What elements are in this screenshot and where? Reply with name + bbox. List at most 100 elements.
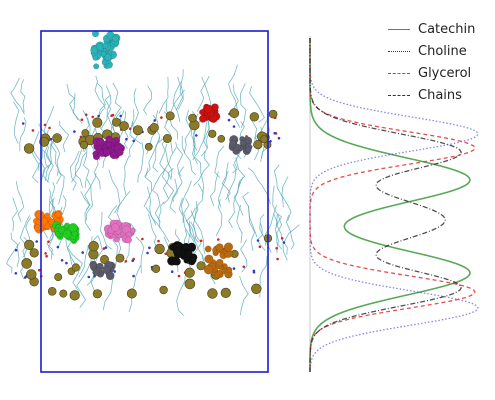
headgroup-atom bbox=[277, 136, 281, 140]
headgroup-bead bbox=[165, 111, 175, 121]
headgroup-atom bbox=[132, 139, 135, 143]
headgroup-bead bbox=[196, 261, 206, 271]
headgroup-atom bbox=[232, 267, 236, 270]
lipid-tail bbox=[193, 151, 210, 186]
lipid-tail bbox=[76, 271, 87, 308]
lipid-tail bbox=[217, 162, 229, 208]
lipid-tail bbox=[233, 176, 244, 216]
lipid-tail bbox=[221, 170, 231, 200]
headgroup-atom bbox=[87, 275, 91, 279]
headgroup-bead bbox=[184, 267, 195, 278]
headgroup-bead bbox=[260, 135, 268, 144]
headgroup-bead bbox=[88, 241, 99, 252]
lipid-tail bbox=[42, 146, 52, 183]
headgroup-atom bbox=[104, 246, 108, 249]
headgroup-atom bbox=[35, 240, 38, 243]
headgroup-atom bbox=[131, 259, 134, 263]
lipid-tail bbox=[74, 152, 87, 188]
lipid-tail bbox=[11, 197, 18, 232]
headgroup-bead bbox=[253, 140, 263, 150]
lipid-tail bbox=[66, 83, 79, 121]
lipid-tail bbox=[242, 191, 258, 238]
profile-glycerol bbox=[309, 38, 476, 372]
lipid-tail bbox=[272, 185, 283, 227]
legend-swatch bbox=[388, 94, 410, 96]
density-profile-plot bbox=[309, 36, 479, 373]
headgroup-bead bbox=[21, 258, 33, 269]
headgroup-bead bbox=[52, 133, 62, 143]
lipid-tail bbox=[93, 154, 101, 190]
headgroup-bead bbox=[23, 143, 35, 154]
lipid-tail bbox=[72, 93, 83, 124]
legend-label: Glycerol bbox=[418, 65, 472, 81]
legend-label: Catechin bbox=[418, 21, 476, 37]
catechin-molecule bbox=[103, 219, 136, 244]
lipid-tail bbox=[97, 82, 106, 116]
headgroup-bead bbox=[251, 283, 262, 294]
lipid-tail bbox=[83, 148, 90, 188]
headgroup-atom bbox=[124, 260, 128, 263]
lipid-tail bbox=[128, 265, 142, 313]
headgroup-atom bbox=[170, 270, 174, 274]
headgroup-atom bbox=[97, 114, 100, 118]
headgroup-atom bbox=[132, 274, 135, 278]
lipid-tail bbox=[13, 101, 20, 144]
headgroup-bead bbox=[151, 264, 161, 273]
headgroup-bead bbox=[149, 122, 159, 133]
legend: Catechin Choline Glycerol Chains bbox=[388, 18, 493, 106]
catechin-molecule bbox=[203, 242, 234, 279]
headgroup-bead bbox=[268, 109, 278, 119]
lipid-tail bbox=[264, 205, 277, 253]
headgroup-bead bbox=[208, 129, 217, 138]
lipid-tail bbox=[228, 64, 238, 111]
lipid-tail bbox=[164, 147, 177, 180]
lipid-tail bbox=[58, 171, 65, 205]
lipid-tail bbox=[67, 242, 83, 272]
lipid-tail bbox=[104, 95, 115, 132]
catechin-molecule bbox=[51, 220, 80, 245]
simulation-box bbox=[40, 30, 269, 373]
headgroup-atom bbox=[43, 123, 47, 127]
lipid-tail bbox=[273, 213, 283, 250]
headgroup-bead bbox=[92, 117, 103, 128]
lipid-tail bbox=[162, 167, 174, 199]
headgroup-atom bbox=[111, 113, 115, 117]
lipid-tail bbox=[100, 211, 113, 250]
headgroup-atom bbox=[38, 268, 41, 272]
headgroup-atom bbox=[157, 239, 160, 243]
profile-catechin bbox=[309, 38, 471, 372]
headgroup-atom bbox=[153, 119, 157, 122]
lipid-tail bbox=[226, 163, 237, 203]
profile-chains bbox=[309, 38, 462, 372]
lipid-tail bbox=[239, 83, 247, 128]
headgroup-atom bbox=[119, 114, 122, 118]
lipid-tail bbox=[209, 171, 219, 207]
lipid-tail bbox=[130, 88, 139, 128]
lipid-tail bbox=[135, 236, 145, 274]
headgroup-bead bbox=[229, 108, 240, 119]
headgroup-atom bbox=[275, 247, 279, 250]
lipid-tails bbox=[6, 64, 300, 316]
lipid-tail bbox=[247, 167, 271, 205]
lipid-tail bbox=[69, 150, 80, 191]
lipid-tail bbox=[158, 76, 169, 114]
headgroup-atom bbox=[177, 274, 181, 278]
lipid-tail bbox=[165, 100, 178, 140]
lipid-tail bbox=[259, 255, 268, 298]
lipid-tail bbox=[6, 241, 21, 274]
headgroup-bead bbox=[24, 239, 35, 250]
headgroup-bead bbox=[217, 135, 226, 143]
headgroup-bead bbox=[144, 142, 153, 151]
headgroup-atom bbox=[81, 251, 84, 254]
legend-swatch bbox=[388, 28, 410, 30]
legend-item-chains: Chains bbox=[388, 84, 493, 106]
headgroup-bead bbox=[39, 136, 50, 147]
catechin-molecule bbox=[92, 135, 126, 161]
lipid-tail bbox=[155, 143, 168, 185]
headgroup-atom bbox=[113, 270, 116, 273]
headgroup-atom bbox=[65, 261, 68, 265]
headgroup-bead bbox=[207, 288, 218, 299]
lipid-tail bbox=[85, 178, 94, 221]
catechin-molecule bbox=[167, 241, 198, 266]
lipid-tail bbox=[190, 221, 202, 258]
